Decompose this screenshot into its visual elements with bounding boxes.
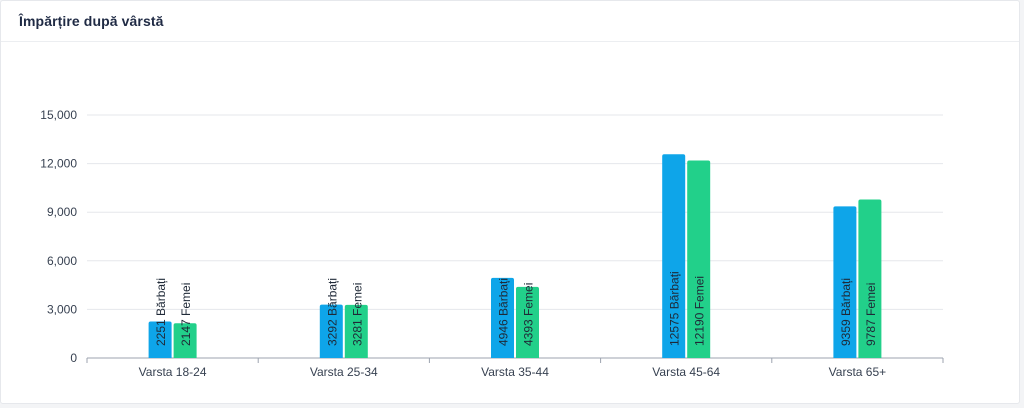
bar-data-label: 3281 Femei — [350, 283, 364, 346]
y-tick-label: 12,000 — [40, 157, 77, 171]
bar-data-label: 9787 Femei — [864, 283, 878, 346]
bar-barbati — [662, 154, 686, 358]
age-bar-chart: 0 3,000 6,000 9,000 12,000 15,000 Varsta 18-24… — [40, 108, 944, 379]
y-tick-label: 6,000 — [47, 254, 77, 268]
y-tick-label: 9,000 — [47, 205, 77, 219]
y-tick-label: 3,000 — [47, 302, 77, 316]
bar-data-label: 4393 Femei — [522, 283, 536, 346]
bar-femei — [858, 199, 882, 358]
x-tick-label: Varsta 18-24 — [139, 365, 207, 379]
bar-femei — [687, 160, 711, 358]
x-tick-label: Varsta 35-44 — [481, 365, 549, 379]
bar-data-label: 3292 Bărbați — [325, 278, 339, 346]
y-tick-label: 15,000 — [40, 108, 77, 122]
bar-barbati — [319, 304, 343, 358]
bar-barbati — [833, 206, 857, 358]
bar-data-label: 12190 Femei — [693, 276, 707, 346]
y-tick-label: 0 — [70, 351, 77, 365]
bar-barbati — [491, 277, 514, 358]
bar-femei — [344, 304, 368, 358]
bar-data-label: 4946 Bărbați — [497, 278, 511, 346]
bar-femei — [173, 323, 197, 358]
bar-femei — [516, 286, 539, 358]
card-header: Împărțire după vârstă — [1, 1, 1019, 42]
bar-barbati — [148, 321, 172, 358]
bar-data-label: 2147 Femei — [179, 283, 193, 346]
x-tick-label: Varsta 45-64 — [652, 365, 720, 379]
bar-data-label: 12575 Bărbați — [668, 271, 682, 346]
x-tick-label: Varsta 25-34 — [310, 365, 378, 379]
bar-data-label: 9359 Bărbați — [839, 278, 853, 346]
chart-area: 0 3,000 6,000 9,000 12,000 15,000 Varsta 18-24… — [1, 41, 1021, 403]
x-tick-label: Varsta 65+ — [829, 365, 886, 379]
card-title: Împărțire după vârstă — [19, 13, 164, 29]
bar-data-label: 2251 Bărbați — [154, 278, 168, 346]
